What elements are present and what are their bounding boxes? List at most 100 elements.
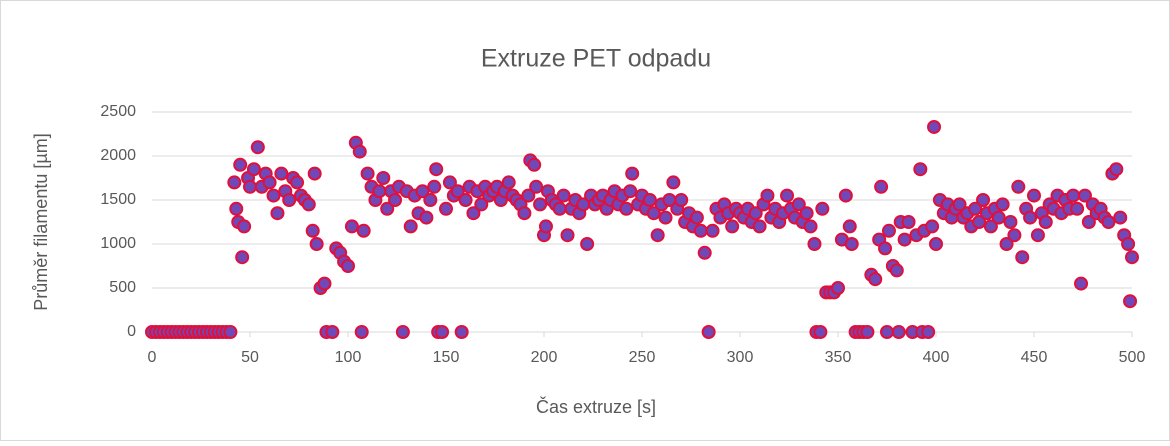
point (901, 215, 916, 229)
point (968, 201, 983, 216)
point (309, 237, 324, 251)
point (325, 325, 340, 339)
point (1066, 188, 1081, 203)
point (697, 245, 712, 260)
point (501, 175, 516, 190)
point (725, 219, 740, 234)
y-tick-label: 1000 (100, 235, 136, 252)
point (388, 193, 403, 207)
point (427, 179, 442, 194)
point (623, 184, 638, 199)
point (1038, 215, 1053, 229)
point (439, 201, 453, 216)
point (415, 184, 430, 199)
x-tick-label: 200 (531, 349, 558, 366)
point (1121, 237, 1136, 251)
point (344, 219, 359, 234)
point (556, 188, 571, 203)
point (897, 232, 912, 247)
point (815, 201, 830, 216)
point (270, 206, 285, 221)
chart-title: Extruze PET odpadu (481, 45, 711, 73)
point (860, 325, 875, 339)
point (983, 219, 998, 234)
point (995, 197, 1010, 212)
point (705, 223, 720, 238)
point (454, 325, 469, 339)
point (831, 281, 845, 295)
point (666, 175, 681, 190)
point (237, 219, 252, 234)
point (246, 162, 261, 177)
point (1125, 250, 1139, 265)
point (262, 175, 277, 190)
point (999, 237, 1014, 251)
point (674, 193, 689, 207)
point (290, 175, 305, 190)
y-tick-label: 2000 (100, 147, 136, 164)
y-tick-label: 2500 (100, 103, 136, 120)
point (1074, 276, 1089, 291)
point (803, 219, 818, 234)
point (1015, 250, 1030, 265)
point (376, 171, 391, 185)
x-tick-label: 400 (923, 349, 950, 366)
point (317, 276, 332, 291)
point (646, 206, 661, 221)
x-tick-label: 100 (335, 349, 362, 366)
point (307, 166, 322, 181)
point (780, 188, 795, 203)
point (1070, 201, 1085, 216)
point (1023, 210, 1038, 225)
point (354, 325, 369, 339)
point (352, 144, 367, 159)
point (1007, 228, 1022, 243)
point (913, 162, 928, 177)
point (1123, 294, 1138, 309)
point (1109, 162, 1124, 177)
point (927, 119, 942, 134)
point (701, 325, 716, 339)
point (538, 219, 553, 234)
point (693, 223, 708, 238)
point (435, 325, 450, 339)
point (360, 166, 375, 181)
point (1113, 210, 1128, 225)
point (1011, 179, 1026, 194)
point (521, 188, 536, 203)
point (925, 219, 940, 234)
point (223, 325, 238, 339)
y-tick-label: 1500 (100, 191, 136, 208)
point (889, 263, 904, 278)
point (619, 201, 634, 216)
point (227, 175, 242, 190)
y-tick-label: 0 (127, 323, 136, 340)
point (282, 193, 297, 207)
point (791, 197, 806, 212)
point (838, 188, 853, 203)
point (1101, 215, 1116, 229)
x-tick-label: 50 (241, 349, 259, 366)
point (891, 325, 906, 339)
point (842, 219, 857, 234)
point (458, 193, 473, 207)
point (419, 210, 434, 225)
point (235, 250, 250, 265)
point (878, 241, 893, 256)
point (233, 157, 248, 172)
point (807, 237, 822, 251)
x-tick-label: 0 (148, 349, 157, 366)
point (1027, 188, 1041, 203)
point (266, 188, 281, 203)
point (880, 325, 894, 339)
point (625, 166, 640, 181)
point (976, 193, 991, 207)
point (991, 210, 1006, 225)
point (243, 179, 257, 194)
point (429, 162, 444, 177)
x-tick-label: 350 (825, 349, 852, 366)
point (395, 325, 410, 339)
point (929, 237, 943, 251)
point (466, 206, 481, 221)
